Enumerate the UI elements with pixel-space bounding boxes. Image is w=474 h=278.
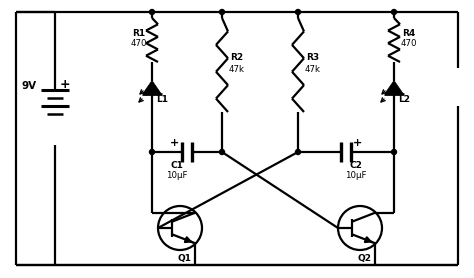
Circle shape [392,9,396,14]
Text: 470: 470 [401,39,417,48]
Circle shape [149,9,155,14]
Text: L1: L1 [156,96,168,105]
Text: 47k: 47k [229,64,245,73]
Circle shape [392,150,396,155]
Polygon shape [143,81,161,93]
Text: Q2: Q2 [358,254,372,264]
Text: 10μF: 10μF [166,170,188,180]
Circle shape [219,9,225,14]
Text: Q1: Q1 [178,254,192,264]
Polygon shape [385,81,403,93]
Text: R1: R1 [132,29,146,38]
Circle shape [295,9,301,14]
Text: C1: C1 [171,162,183,170]
Text: 470: 470 [131,39,147,48]
Text: R2: R2 [230,53,244,63]
Text: L2: L2 [398,96,410,105]
Circle shape [149,150,155,155]
Circle shape [219,150,225,155]
Text: C2: C2 [349,162,363,170]
Text: 47k: 47k [305,64,321,73]
Text: 10μF: 10μF [345,170,367,180]
Text: +: + [60,78,71,91]
Text: +: + [170,138,180,148]
Text: R3: R3 [306,53,319,63]
Text: 9V: 9V [22,81,37,91]
Circle shape [295,150,301,155]
Text: R4: R4 [402,29,416,38]
Text: +: + [354,138,363,148]
